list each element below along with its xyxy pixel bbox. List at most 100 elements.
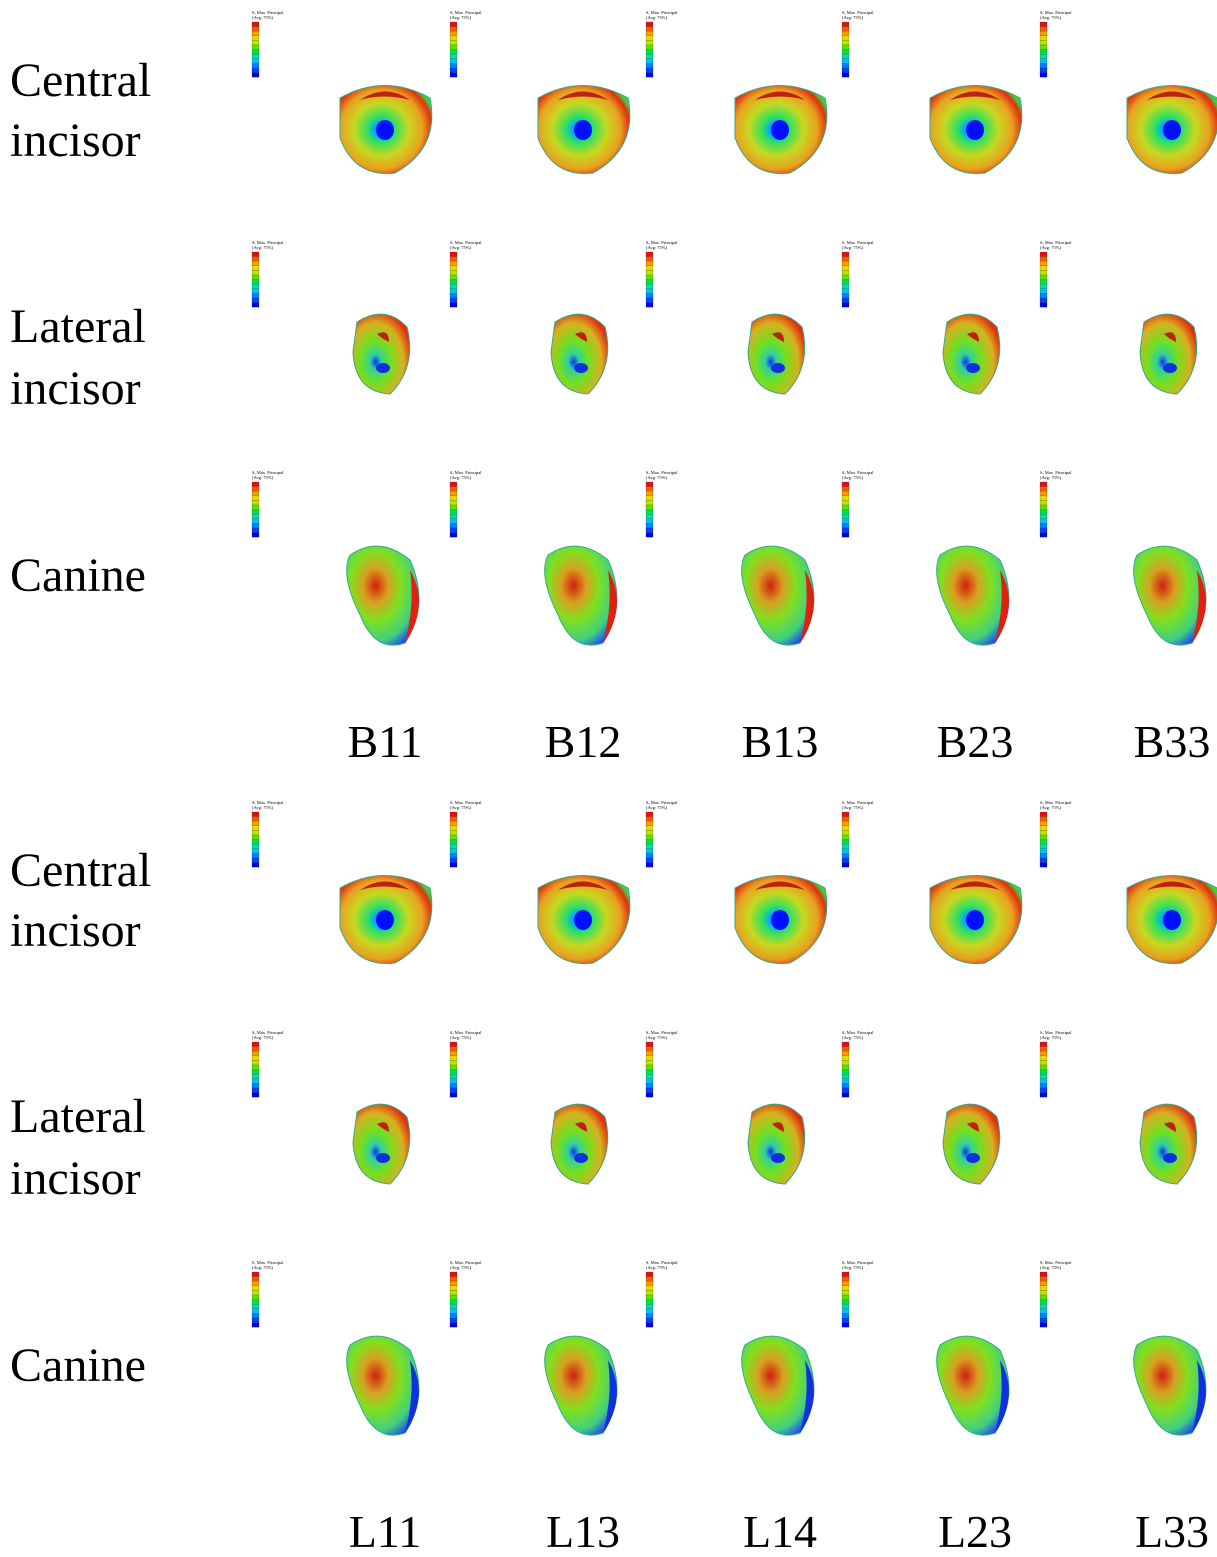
legend-swatch	[1040, 519, 1047, 524]
legend-swatch	[646, 1070, 653, 1075]
legend-swatch	[1040, 523, 1047, 528]
legend-swatch	[646, 1079, 653, 1084]
stress-region	[574, 1153, 588, 1163]
legend-swatch	[1040, 510, 1047, 515]
legend-swatch	[450, 1093, 457, 1098]
legend-swatch	[1040, 1281, 1047, 1286]
legend-swatch	[842, 1060, 849, 1065]
legend-swatch	[252, 1079, 259, 1084]
legend-swatch	[1040, 275, 1047, 280]
legend-swatch	[646, 821, 653, 826]
legend-swatch	[252, 812, 259, 817]
legend-swatch	[646, 1304, 653, 1309]
legend-swatch	[450, 1083, 457, 1088]
legend-swatch	[646, 73, 653, 78]
legend-swatch	[450, 505, 457, 510]
column-label: B12	[545, 716, 622, 767]
legend-swatch	[450, 491, 457, 496]
legend-swatch	[842, 1070, 849, 1075]
legend-swatch	[842, 298, 849, 303]
legend-swatch	[252, 817, 259, 822]
legend-subtitle: (Avg: 75%)	[450, 805, 472, 810]
legend-swatch	[1040, 63, 1047, 68]
legend-swatch	[646, 500, 653, 505]
legend-swatch	[646, 1290, 653, 1295]
legend-swatch	[646, 482, 653, 487]
stress-region	[574, 910, 592, 930]
legend-swatch	[1040, 533, 1047, 538]
legend-swatch	[842, 1277, 849, 1282]
legend-swatch	[252, 1042, 259, 1047]
legend-swatch	[450, 1056, 457, 1061]
legend-subtitle: (Avg: 75%)	[842, 245, 864, 250]
legend-swatch	[252, 45, 259, 50]
legend-swatch	[252, 1277, 259, 1282]
legend-swatch	[252, 293, 259, 298]
legend-swatch	[450, 1295, 457, 1300]
legend-swatch	[450, 863, 457, 868]
legend-swatch	[646, 514, 653, 519]
legend-swatch	[842, 68, 849, 73]
stress-region	[574, 363, 588, 373]
stress-region	[966, 1153, 980, 1163]
legend-swatch	[842, 36, 849, 41]
legend-swatch	[1040, 830, 1047, 835]
legend-swatch	[450, 1060, 457, 1065]
legend-subtitle: (Avg: 75%)	[1040, 475, 1062, 480]
legend-swatch	[1040, 1304, 1047, 1309]
tooth	[353, 1104, 410, 1184]
row-label: Canine	[10, 1339, 146, 1392]
legend-subtitle: (Avg: 75%)	[450, 245, 472, 250]
stress-region	[1163, 363, 1177, 373]
legend-swatch	[646, 1286, 653, 1291]
legend-swatch	[1040, 821, 1047, 826]
legend-swatch	[646, 68, 653, 73]
legend-swatch	[450, 510, 457, 515]
legend-swatch	[842, 840, 849, 845]
legend-swatch	[842, 1313, 849, 1318]
legend-swatch	[646, 849, 653, 854]
legend-swatch	[450, 298, 457, 303]
legend-swatch	[252, 1313, 259, 1318]
legend-swatch	[450, 59, 457, 64]
stress-region	[574, 120, 592, 140]
legend-swatch	[842, 1074, 849, 1079]
legend-swatch	[646, 519, 653, 524]
legend-swatch	[252, 1286, 259, 1291]
legend-swatch	[646, 40, 653, 45]
legend-swatch	[252, 1070, 259, 1075]
tooth	[748, 314, 805, 394]
legend-swatch	[252, 1295, 259, 1300]
legend-swatch	[1040, 812, 1047, 817]
legend-swatch	[646, 275, 653, 280]
legend-swatch	[646, 1295, 653, 1300]
legend-swatch	[252, 533, 259, 538]
legend-swatch	[1040, 289, 1047, 294]
legend-swatch	[450, 1065, 457, 1070]
legend-swatch	[646, 1281, 653, 1286]
stress-region	[771, 363, 785, 373]
legend-swatch	[1040, 45, 1047, 50]
legend-swatch	[842, 514, 849, 519]
legend-subtitle: (Avg: 75%)	[450, 1035, 472, 1040]
legend-swatch	[1040, 303, 1047, 308]
row-label: incisor	[10, 904, 141, 957]
legend-swatch	[450, 303, 457, 308]
legend-swatch	[450, 840, 457, 845]
legend-swatch	[450, 261, 457, 266]
legend-swatch	[450, 1047, 457, 1052]
legend-swatch	[1040, 1277, 1047, 1282]
legend-swatch	[1040, 514, 1047, 519]
legend-swatch	[450, 31, 457, 36]
legend-swatch	[646, 1313, 653, 1318]
legend-swatch	[1040, 1060, 1047, 1065]
legend-swatch	[646, 1323, 653, 1328]
legend-swatch	[450, 289, 457, 294]
legend-swatch	[252, 1323, 259, 1328]
legend-swatch	[842, 1286, 849, 1291]
legend-swatch	[842, 63, 849, 68]
legend-swatch	[252, 68, 259, 73]
legend-subtitle: (Avg: 75%)	[1040, 1265, 1062, 1270]
legend-swatch	[252, 853, 259, 858]
legend-swatch	[842, 510, 849, 515]
